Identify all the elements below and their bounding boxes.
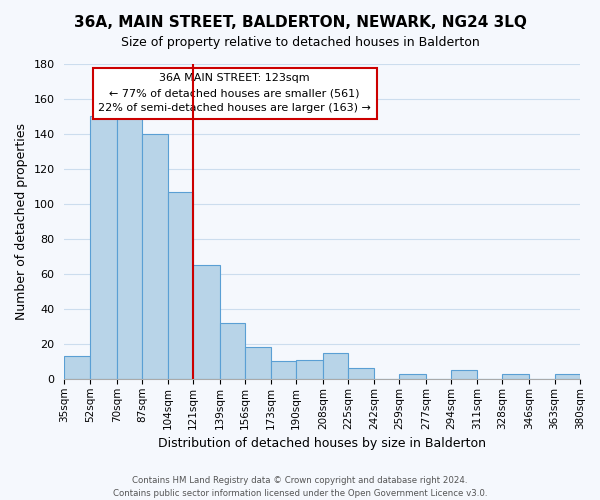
Bar (142, 134, 167, 379)
Bar (296, 360, 323, 379)
Bar (271, 362, 296, 379)
Bar (90, 116, 117, 379)
Bar (64, 356, 90, 379)
Bar (323, 352, 349, 379)
Bar (451, 370, 477, 379)
Text: 36A, MAIN STREET, BALDERTON, NEWARK, NG24 3LQ: 36A, MAIN STREET, BALDERTON, NEWARK, NG2… (74, 15, 526, 30)
Bar (220, 323, 245, 379)
Bar (245, 348, 271, 379)
Text: 36A MAIN STREET: 123sqm
← 77% of detached houses are smaller (561)
22% of semi-d: 36A MAIN STREET: 123sqm ← 77% of detache… (98, 74, 371, 113)
Bar (399, 374, 426, 379)
Bar (193, 265, 220, 379)
Bar (167, 192, 193, 379)
Bar (554, 374, 580, 379)
Y-axis label: Number of detached properties: Number of detached properties (15, 123, 28, 320)
X-axis label: Distribution of detached houses by size in Balderton: Distribution of detached houses by size … (158, 437, 486, 450)
Bar (502, 374, 529, 379)
Text: Contains HM Land Registry data © Crown copyright and database right 2024.
Contai: Contains HM Land Registry data © Crown c… (113, 476, 487, 498)
Text: Size of property relative to detached houses in Balderton: Size of property relative to detached ho… (121, 36, 479, 49)
Bar (349, 368, 374, 379)
Bar (117, 116, 142, 379)
